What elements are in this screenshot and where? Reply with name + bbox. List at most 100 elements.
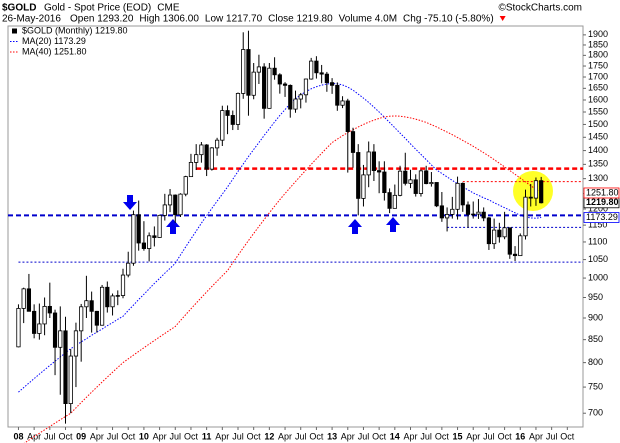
- y-tick-label: 1700: [588, 71, 608, 81]
- y-tick-label: 950: [588, 292, 603, 302]
- candle-body: [471, 213, 476, 216]
- x-tick-label: Apr: [341, 431, 355, 441]
- candle-body: [73, 330, 79, 357]
- candle-body: [94, 310, 99, 326]
- candle-body: [361, 174, 366, 199]
- candle-body: [309, 60, 314, 80]
- x-tick-label: Apr: [90, 431, 104, 441]
- candle-body: [147, 235, 152, 249]
- x-tick-label: Apr: [529, 431, 543, 441]
- y-tick-label: 850: [588, 334, 603, 344]
- y-tick-label: 1900: [588, 29, 608, 39]
- candle-body: [465, 204, 471, 215]
- x-tick-label: 08: [13, 431, 23, 441]
- legend-label: MA(40) 1251.80: [22, 46, 87, 56]
- candle-body: [444, 213, 450, 219]
- candle-body: [277, 74, 282, 85]
- price-box-label: 1219.80: [586, 197, 619, 207]
- price-box: 1173.29: [583, 212, 620, 223]
- x-tick-label: Oct: [560, 431, 575, 441]
- candle-body: [392, 194, 397, 209]
- candle-body: [486, 217, 492, 245]
- x-tick-label: Oct: [435, 431, 450, 441]
- candle-body: [199, 144, 204, 156]
- arrow-down: [123, 195, 137, 210]
- x-tick-label: Oct: [121, 431, 136, 441]
- x-tick-label: 14: [390, 431, 400, 441]
- legend-swatch: [12, 28, 17, 34]
- candle-body: [335, 84, 340, 106]
- y-tick-label: 1300: [588, 173, 608, 183]
- candle-body: [282, 83, 288, 86]
- legend-label: MA(20) 1173.29: [22, 36, 86, 46]
- candle-body: [178, 193, 183, 216]
- candle-body: [26, 288, 32, 312]
- symbol: $GOLD: [2, 3, 36, 14]
- candle-body: [418, 170, 424, 194]
- candle-body: [37, 323, 42, 334]
- candle-body: [235, 93, 241, 125]
- candle-body: [230, 115, 235, 125]
- candle-body: [47, 305, 52, 314]
- candle-body: [324, 73, 329, 84]
- price-box-label: 1173.29: [586, 212, 618, 222]
- candle-body: [42, 305, 47, 325]
- candle-body: [350, 131, 356, 153]
- y-tick-label: 1100: [588, 236, 607, 246]
- candle-body: [298, 94, 303, 100]
- x-tick-label: Apr: [215, 431, 229, 441]
- candle-body: [455, 182, 460, 210]
- candle-body: [492, 229, 497, 245]
- subtitle: Gold - Spot Price (EOD): [44, 3, 151, 14]
- candle-body: [204, 144, 209, 170]
- candle-body: [507, 227, 512, 255]
- x-tick-label: Jul: [232, 431, 244, 441]
- candle-body: [434, 182, 439, 207]
- candle-body: [220, 110, 225, 141]
- candle-body: [141, 242, 147, 249]
- legend-label: $GOLD (Monthly) 1219.80: [22, 25, 128, 35]
- candle-body: [429, 182, 434, 185]
- candle-body: [272, 67, 277, 76]
- quote-item: Close 1219.80: [268, 14, 333, 25]
- candle-body: [105, 286, 110, 308]
- x-tick-label: Oct: [498, 431, 513, 441]
- y-tick-label: 1400: [588, 145, 608, 155]
- x-tick-label: Jul: [107, 431, 119, 441]
- candle-body: [225, 110, 230, 116]
- candle-body: [241, 49, 246, 94]
- price-box-label: 1251.80: [586, 187, 619, 197]
- candle-body: [183, 176, 188, 195]
- date: 26-May-2016: [2, 14, 61, 25]
- price-box-frame: [583, 187, 620, 199]
- y-tick-label: 900: [588, 312, 603, 322]
- candle-body: [377, 170, 382, 173]
- x-tick-label: 09: [76, 431, 86, 441]
- x-tick-label: Jul: [358, 431, 370, 441]
- candle-body: [99, 286, 105, 326]
- y-tick-label: 1600: [588, 94, 608, 104]
- candle-body: [314, 60, 319, 74]
- candle-body: [131, 214, 136, 264]
- ma-line: [18, 83, 542, 393]
- y-tick-label: 1850: [588, 39, 608, 49]
- candle-body: [382, 171, 387, 194]
- candle-body: [157, 214, 162, 238]
- credit: ©StockCharts.com: [498, 3, 582, 14]
- candle-body: [340, 100, 345, 106]
- ma-line: [23, 115, 542, 443]
- candle-body: [371, 151, 377, 171]
- candle-body: [439, 205, 444, 219]
- x-tick-label: Jul: [483, 431, 495, 441]
- candle-body: [162, 204, 167, 216]
- candle-body: [356, 152, 361, 199]
- candle-body: [450, 208, 455, 215]
- price-box: 1219.80: [583, 197, 620, 209]
- candle-body: [136, 214, 141, 244]
- y-tick-label: 800: [588, 357, 603, 367]
- candle-body: [345, 100, 350, 132]
- candle-body: [319, 72, 324, 75]
- candle-body: [518, 235, 523, 257]
- x-tick-label: Oct: [372, 431, 387, 441]
